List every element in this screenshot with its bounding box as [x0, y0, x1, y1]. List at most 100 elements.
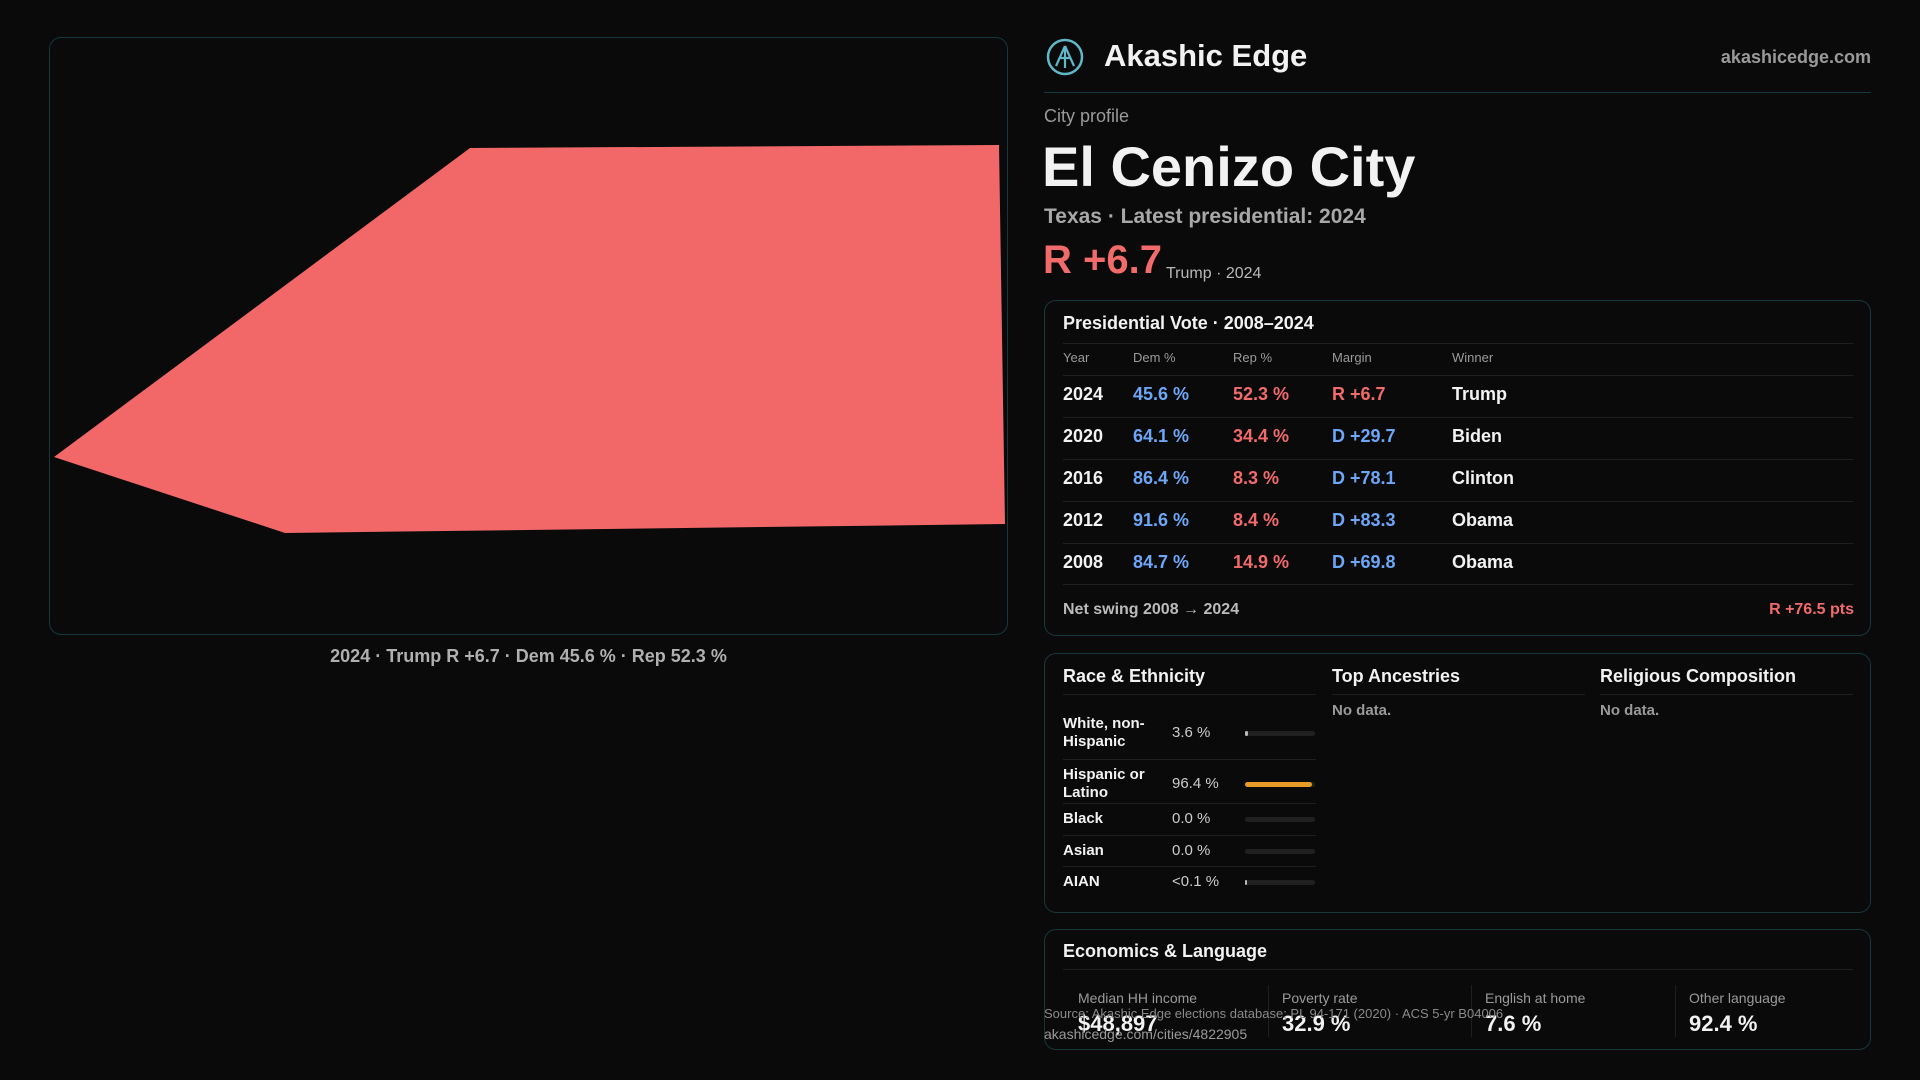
race-value: 96.4 % [1172, 775, 1219, 792]
religion-title: Religious Composition [1600, 666, 1796, 686]
stat-label: English at home [1485, 990, 1586, 1006]
stat-label: Median HH income [1078, 990, 1198, 1006]
table-cell: 14.9 % [1233, 552, 1290, 572]
table-cell: Biden [1452, 426, 1503, 446]
table-cell: D +83.3 [1332, 510, 1396, 530]
row-divider [1063, 543, 1853, 544]
swing-value: R +76.5 pts [1769, 601, 1854, 618]
bar-track [1245, 880, 1315, 885]
map [54, 145, 1005, 533]
table-cell: Obama [1452, 510, 1514, 530]
stat-divider [1675, 985, 1676, 1037]
race-value: <0.1 % [1172, 873, 1220, 890]
table-cell: 52.3 % [1233, 384, 1290, 404]
table-cell: D +78.1 [1332, 468, 1396, 488]
table-cell: R +6.7 [1332, 384, 1386, 404]
row-divider [1063, 375, 1853, 376]
bar [1245, 880, 1247, 885]
bar [1245, 782, 1313, 787]
divider [1063, 969, 1853, 970]
table-cell: D +69.8 [1332, 552, 1396, 572]
table-cell: Clinton [1452, 468, 1514, 488]
map-caption: 2024 · Trump R +6.7 · Dem 45.6 % · Rep 5… [330, 646, 727, 666]
table-cell: 34.4 % [1233, 426, 1290, 446]
table-cell: 2012 [1063, 510, 1104, 530]
table-cell: 91.6 % [1133, 510, 1190, 530]
city-title: El Cenizo City [1042, 135, 1416, 198]
brand-domain: akashicedge.com [1720, 47, 1871, 67]
bar-track [1245, 817, 1315, 822]
race-title: Race & Ethnicity [1063, 666, 1206, 686]
stat-value: 7.6 % [1485, 1011, 1542, 1036]
kicker: City profile [1044, 106, 1130, 126]
bar [1245, 731, 1248, 736]
column-header: Margin [1332, 350, 1372, 365]
row-divider [1063, 803, 1316, 804]
row-divider [1063, 501, 1853, 502]
table-cell: 2024 [1063, 384, 1104, 404]
race-value: 0.0 % [1172, 842, 1211, 859]
footer-url: akashicedge.com/cities/4822905 [1044, 1026, 1248, 1042]
stat-value: 92.4 % [1689, 1011, 1758, 1036]
divider [1332, 694, 1585, 695]
table-cell: 45.6 % [1133, 384, 1190, 404]
table-cell: D +29.7 [1332, 426, 1396, 446]
race-label: White, non-Hispanic [1063, 715, 1145, 750]
stat-value: $48,897 [1078, 1011, 1158, 1036]
divider [1063, 343, 1853, 344]
stat-label: Poverty rate [1282, 990, 1358, 1006]
stat-divider [1268, 985, 1269, 1037]
demographics-panel [1044, 653, 1871, 913]
table-cell: Obama [1452, 552, 1514, 572]
race-value: 3.6 % [1172, 724, 1211, 741]
ancestry-empty: No data. [1332, 702, 1392, 719]
economics-panel [1044, 929, 1871, 1050]
stat-divider [1471, 985, 1472, 1037]
race-label: AIAN [1063, 873, 1100, 890]
map-panel [49, 37, 1008, 635]
footer-source: Source: Akashic Edge elections database;… [1044, 1006, 1504, 1021]
race-label: Black [1063, 810, 1104, 827]
logo [1046, 38, 1084, 76]
race-value: 0.0 % [1172, 810, 1211, 827]
column-header: Winner [1452, 350, 1494, 365]
table-cell: 2008 [1063, 552, 1104, 572]
table-cell: 8.3 % [1233, 468, 1280, 488]
column-header: Rep % [1233, 350, 1273, 365]
table-cell: 64.1 % [1133, 426, 1190, 446]
margin-note: Trump · 2024 [1166, 265, 1262, 282]
row-divider [1063, 459, 1853, 460]
row-divider [1063, 759, 1316, 760]
table-cell: 8.4 % [1233, 510, 1280, 530]
city-shape [54, 145, 1005, 533]
stat-value: 32.9 % [1282, 1011, 1351, 1036]
table-cell: 84.7 % [1133, 552, 1190, 572]
row-divider [1063, 835, 1316, 836]
column-header: Dem % [1133, 350, 1176, 365]
column-header: Year [1063, 350, 1090, 365]
bar-track [1245, 849, 1315, 854]
economics-title: Economics & Language [1063, 941, 1268, 961]
stat-label: Other language [1689, 990, 1786, 1006]
vote-panel [1044, 300, 1871, 636]
margin: R +6.7 [1043, 238, 1162, 282]
table-cell: 2016 [1063, 468, 1104, 488]
religion-empty: No data. [1600, 702, 1660, 719]
table-cell: Trump [1452, 384, 1508, 404]
swing-label: Net swing 2008 → 2024 [1063, 601, 1240, 618]
subtitle: Texas · Latest presidential: 2024 [1044, 205, 1366, 228]
ancestry-title: Top Ancestries [1332, 666, 1461, 686]
race-label: Hispanic or Latino [1063, 766, 1145, 801]
table-cell: 2020 [1063, 426, 1104, 446]
divider [1600, 694, 1853, 695]
race-label: Asian [1063, 842, 1104, 859]
row-divider [1063, 866, 1316, 867]
bar-track [1245, 731, 1315, 736]
divider [1063, 694, 1316, 695]
vote-title: Presidential Vote · 2008–2024 [1063, 313, 1314, 333]
separator [1044, 92, 1871, 93]
row-divider [1063, 584, 1853, 585]
row-divider [1063, 417, 1853, 418]
